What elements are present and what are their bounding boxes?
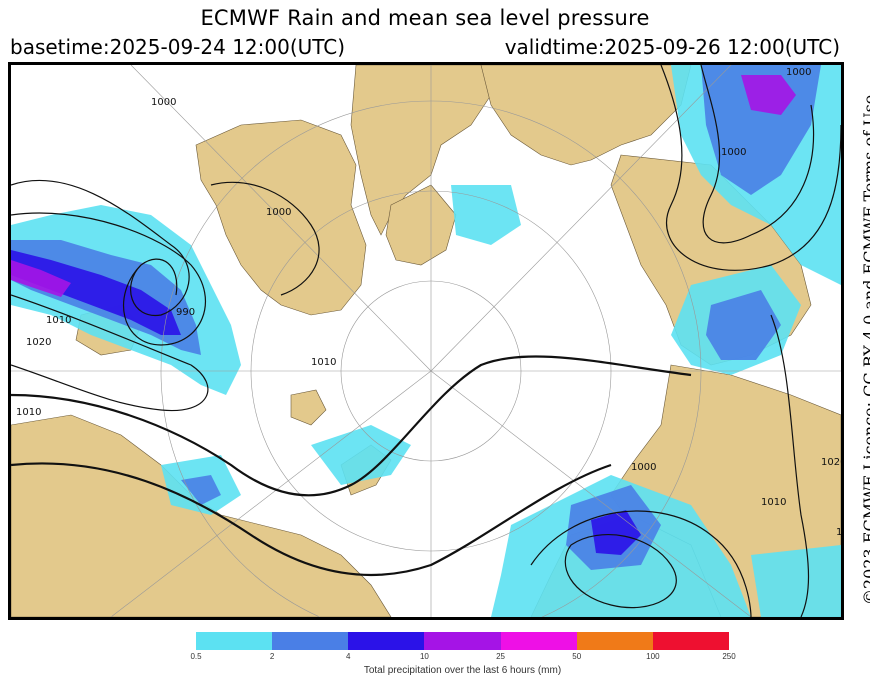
isobar-label: 1020 bbox=[821, 457, 841, 468]
isobar bbox=[530, 510, 752, 617]
colorbar-label: Total precipitation over the last 6 hour… bbox=[363, 665, 562, 676]
colorbar-tick: 100 bbox=[646, 652, 660, 661]
isobar-label: 1020 bbox=[26, 337, 51, 348]
colorbar-tick: 0.5 bbox=[190, 652, 202, 661]
map-panel[interactable]: 1000 1000 990 1010 1020 1000 1000 1010 1… bbox=[8, 62, 844, 620]
map-canvas: 1000 1000 990 1010 1020 1000 1000 1010 1… bbox=[11, 65, 841, 617]
colorbar-segment bbox=[348, 632, 425, 650]
grid-parallel bbox=[340, 280, 522, 462]
grid-meridian bbox=[430, 370, 752, 617]
isobar-label: 1010 bbox=[46, 315, 71, 326]
isobar-label: 1000 bbox=[151, 97, 176, 108]
isobar-label: 1000 bbox=[721, 147, 746, 158]
validtime-label: validtime:2025-09-26 12:00(UTC) bbox=[504, 35, 840, 59]
isobar bbox=[700, 65, 815, 244]
colorbar-tick: 250 bbox=[722, 652, 736, 661]
colorbar-tick: 4 bbox=[346, 652, 351, 661]
map-title: ECMWF Rain and mean sea level pressure bbox=[200, 6, 650, 30]
colorbar-tick: 25 bbox=[496, 652, 506, 661]
isobar bbox=[770, 314, 810, 617]
isobar bbox=[11, 179, 190, 316]
colorbar-segment bbox=[576, 632, 653, 650]
grid-meridian bbox=[110, 370, 432, 617]
isobar-label: 1000 bbox=[266, 207, 291, 218]
isobar-labels: 1000 1000 990 1010 1020 1000 1000 1010 1… bbox=[16, 67, 841, 538]
precip-barents-moderate bbox=[181, 475, 221, 505]
isobar bbox=[11, 462, 612, 577]
isobar-label: 990 bbox=[176, 307, 195, 318]
grid-meridian bbox=[130, 65, 432, 372]
colorbar-segment bbox=[196, 632, 273, 650]
land-greenland bbox=[195, 119, 367, 316]
isobar bbox=[11, 294, 209, 412]
precip-arctic-light bbox=[311, 425, 411, 485]
isobar-label: 1010 bbox=[311, 357, 336, 368]
land-ellesmere bbox=[385, 184, 457, 266]
grid-meridian bbox=[430, 65, 732, 372]
isobar bbox=[11, 212, 207, 346]
colorbar-tick: 2 bbox=[269, 652, 275, 661]
precip-east-siberia-light bbox=[751, 545, 841, 617]
isobar-label: 1000 bbox=[631, 462, 656, 473]
grid-parallel bbox=[160, 100, 702, 617]
precipitation-layer bbox=[11, 65, 841, 617]
basetime-label: basetime:2025-09-24 12:00(UTC) bbox=[10, 35, 346, 59]
isobar bbox=[210, 181, 320, 296]
land-svalbard bbox=[290, 389, 327, 426]
grid-parallel bbox=[250, 190, 612, 552]
colorbar-ticks: 0.5 2 4 10 25 50 100 250 bbox=[190, 652, 735, 664]
precip-canada-light bbox=[451, 185, 521, 245]
precip-north-atlantic-heavy bbox=[11, 250, 181, 335]
colorbar-tick: 10 bbox=[419, 652, 429, 661]
precip-alaska-moderate bbox=[706, 290, 781, 360]
colorbar-segment bbox=[424, 632, 501, 650]
isobars bbox=[11, 65, 841, 617]
isobar bbox=[564, 534, 677, 609]
colorbar-segment bbox=[652, 632, 729, 650]
isobar-label: 1020 bbox=[836, 527, 841, 538]
isobar bbox=[11, 355, 692, 497]
isobar-label: 1010 bbox=[761, 497, 786, 508]
precip-bering-intense bbox=[741, 75, 796, 115]
isobar-label: 1010 bbox=[16, 407, 41, 418]
precip-north-atlantic-intense bbox=[11, 260, 71, 297]
land-scandinavia bbox=[11, 414, 392, 617]
precipitation-colorbar bbox=[196, 632, 729, 650]
licence-text[interactable]: ©2023 ECMWF Licence: CC BY 4.0 and ECMWF… bbox=[860, 94, 870, 605]
isobar-label: 1000 bbox=[786, 67, 811, 78]
graticule bbox=[11, 65, 841, 617]
precip-siberia-heavy bbox=[591, 510, 641, 555]
colorbar-segment bbox=[272, 632, 349, 650]
isobar bbox=[660, 65, 841, 271]
colorbar-segment bbox=[500, 632, 577, 650]
colorbar-tick: 50 bbox=[572, 652, 582, 661]
